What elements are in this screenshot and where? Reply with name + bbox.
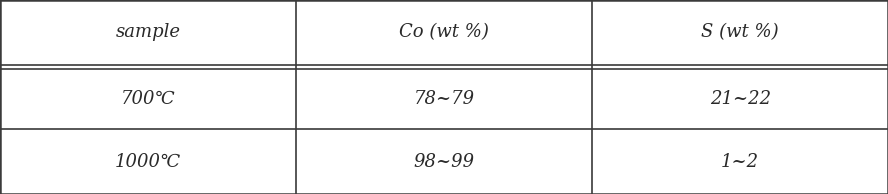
Text: S (wt %): S (wt %) [702, 23, 779, 41]
Text: 98~99: 98~99 [414, 153, 474, 171]
Text: 78~79: 78~79 [414, 90, 474, 108]
Text: sample: sample [115, 23, 180, 41]
Text: 1~2: 1~2 [721, 153, 759, 171]
Text: Co (wt %): Co (wt %) [399, 23, 489, 41]
Text: 21~22: 21~22 [710, 90, 771, 108]
Text: 1000℃: 1000℃ [115, 153, 181, 171]
Text: 700℃: 700℃ [121, 90, 175, 108]
